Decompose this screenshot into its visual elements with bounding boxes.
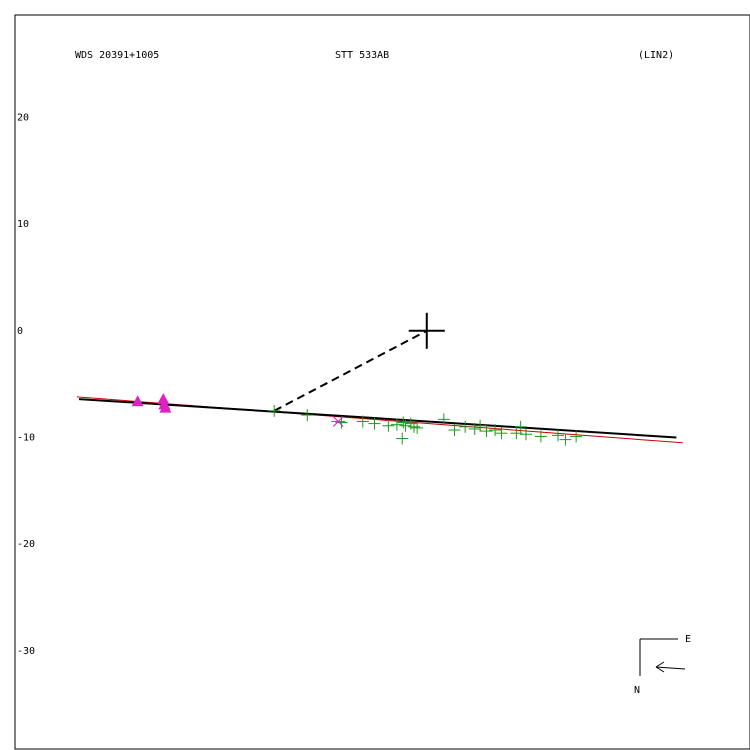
- plot-frame: [14, 14, 750, 750]
- observation-point: [559, 433, 572, 446]
- observation-point: [268, 404, 281, 417]
- motion-arrow-icon: [655, 661, 686, 673]
- observation-point: [480, 425, 493, 438]
- early-observation-point: [131, 395, 144, 407]
- observation-point: [459, 420, 472, 433]
- early-observation-point: [159, 401, 172, 413]
- observation-point: [489, 424, 502, 437]
- y-tick-label: 0: [17, 326, 23, 337]
- highlighted-point: [331, 416, 346, 427]
- wds-id-label: WDS 20391+1005: [75, 50, 159, 61]
- primary-star-marker: [408, 312, 445, 349]
- y-tick-label: -10: [17, 432, 35, 443]
- observation-point: [301, 409, 314, 422]
- compass-north-label: N: [634, 685, 640, 696]
- y-tick-label: 10: [17, 219, 29, 230]
- observation-point: [390, 418, 403, 431]
- observation-point: [510, 427, 523, 440]
- observation-point: [407, 420, 420, 433]
- linear-fit-line: [78, 398, 677, 439]
- y-axis-ticks: 20 10 0 -10 -20 -30: [17, 112, 35, 656]
- observation-point: [514, 420, 527, 433]
- y-tick-label: -20: [17, 539, 35, 550]
- observation-point: [411, 421, 424, 434]
- observation-point: [551, 429, 564, 442]
- observation-point: [519, 428, 532, 441]
- observation-point: [448, 424, 461, 437]
- y-tick-label: 20: [17, 112, 29, 123]
- observation-point: [474, 419, 487, 432]
- early-observation-point: [157, 393, 170, 405]
- observation-point: [382, 419, 395, 432]
- observation-point: [368, 417, 381, 430]
- observation-point: [404, 417, 417, 430]
- projection-dashed-line: [273, 329, 428, 412]
- fit-lines: [76, 329, 683, 444]
- observation-point: [534, 430, 547, 443]
- pair-name-label: STT 533AB: [335, 50, 389, 61]
- compass: E N: [634, 634, 691, 696]
- observation-point: [468, 422, 481, 435]
- observation-point: [356, 415, 369, 428]
- observation-point: [495, 427, 508, 440]
- fit-type-label: (LIN2): [638, 50, 674, 61]
- observation-point: [397, 416, 410, 429]
- y-tick-label: -30: [17, 646, 35, 657]
- observation-point: [570, 430, 583, 443]
- observation-point: [437, 413, 450, 426]
- observation-point: [399, 419, 412, 432]
- observation-point: [396, 432, 409, 445]
- compass-east-label: E: [685, 634, 691, 645]
- observation-points: [131, 393, 583, 446]
